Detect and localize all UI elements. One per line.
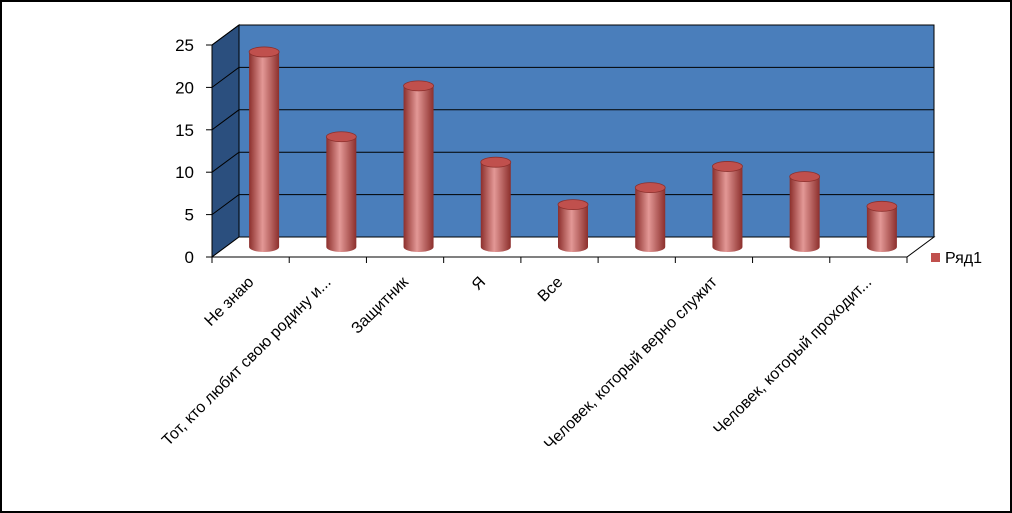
bar-body-2 [403,85,434,252]
gridline-4 [211,66,934,88]
bar-body-6 [712,166,743,252]
x-category-label-4: Все [535,274,567,306]
bar-0 [248,46,280,253]
bar-5 [634,182,666,252]
gridline-3 [211,109,934,131]
y-axis-ticks: 0 5 10 15 20 25 [175,36,212,267]
gridlines [211,24,934,216]
y-tick-label-1: 5 [185,206,194,225]
x-category-label-6: Человек, который верно служит [541,273,721,453]
chart-side-wall [211,24,240,258]
bar-top-0 [248,46,280,58]
bar-body-1 [326,136,357,252]
bar-top-4 [557,199,589,211]
bar-top-3 [480,156,512,168]
bar-body-3 [480,162,511,252]
bar-7 [789,171,821,252]
x-category-label-8: Человек, который проходит... [711,274,876,439]
bar-top-6 [712,161,743,172]
y-tick-label-5: 25 [175,36,194,55]
x-category-label-1: Тот, кто любит свою родину и... [159,274,335,450]
legend-label-series-1: Ряд1 [945,250,982,267]
axes [211,45,908,263]
legend-swatch-series-1 [931,253,940,262]
bar-body-7 [789,176,820,252]
y-tick-label-0: 0 [185,248,194,267]
bar-8 [866,200,898,252]
bar-2 [403,80,434,252]
bar-body-8 [866,206,897,252]
bar-top-2 [403,80,434,92]
gridline-1 [211,194,934,216]
gridline-2 [211,151,934,173]
x-category-label-0: Не знаю [202,274,258,330]
gridline-5 [211,24,934,46]
bar-body-5 [635,187,666,252]
y-tick-label-2: 10 [175,163,194,182]
bars [248,46,898,253]
bar-6 [712,161,743,252]
bar-top-7 [789,171,821,183]
x-category-label-2: Защитник [348,273,412,337]
bar-top-5 [634,182,666,194]
bar-body-4 [558,204,588,252]
bar-1 [325,131,357,252]
bar-top-8 [866,200,898,212]
bar-4 [557,199,589,252]
y-tick-label-3: 15 [175,121,194,140]
x-category-label-3: Я [469,274,489,294]
bar-body-0 [249,51,280,253]
y-tick-label-4: 20 [175,78,194,97]
bar-3 [480,156,512,252]
legend: Ряд1 [931,250,982,267]
bar-top-1 [325,131,357,143]
